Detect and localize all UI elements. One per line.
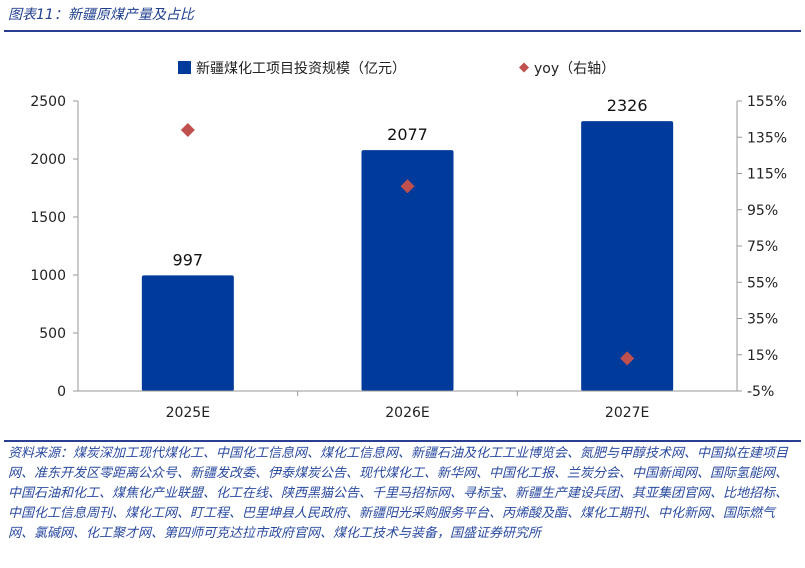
x-tick-label: 2027E [605,405,649,421]
right-tick-label: 115% [747,167,787,183]
right-tick-label: 75% [747,239,778,255]
legend-swatch-yoy [519,62,529,73]
chart-legend: 新疆煤化工项目投资规模（亿元） yoy（右轴） [178,61,615,77]
bar [581,121,674,392]
right-tick-label: 95% [747,203,778,219]
source-rule [4,440,801,442]
left-tick-label: 1000 [30,268,66,284]
left-tick-label: 1500 [30,210,66,226]
yoy-series [180,123,635,366]
bar [141,275,234,391]
left-tick-label: 0 [57,384,66,400]
right-tick-label: 35% [747,312,778,328]
right-tick-label: 55% [747,275,778,291]
yoy-point [180,123,195,137]
bar-data-label: 2077 [387,125,428,144]
bar-data-label: 2326 [607,96,648,115]
legend-label-bar: 新疆煤化工项目投资规模（亿元） [196,61,406,77]
bar-series [141,121,674,392]
figure-title: 图表11：新疆原煤产量及占比 [8,7,194,23]
bar [361,150,454,391]
x-tick-label: 2026E [385,405,429,421]
legend-swatch-bar [178,61,191,74]
figure-source: 资料来源：煤炭深加工现代煤化工、中国化工信息网、煤化工信息网、新疆石油及化工工业… [8,446,789,541]
right-tick-label: -5% [747,384,774,400]
left-tick-label: 2500 [30,94,66,110]
right-tick-label: 155% [747,94,787,110]
left-tick-label: 2000 [30,152,66,168]
right-tick-label: 135% [747,130,787,146]
bar-data-labels: 997 2077 2326 [173,96,648,269]
bar-data-label: 997 [173,250,204,269]
left-tick-label: 500 [39,326,66,342]
chart-axes: 0 500 1000 1500 2000 2500 -5% 15% 35% 55% 75% 95% 11… [30,94,787,421]
yoy-point [400,179,415,194]
x-tick-label: 2025E [166,405,210,421]
yoy-point [620,351,635,366]
chart: 新疆煤化工项目投资规模（亿元） yoy（右轴） 997 2077 2326 0 500 1… [30,61,787,421]
title-rule [4,30,801,32]
right-tick-label: 15% [747,348,778,364]
legend-label-yoy: yoy（右轴） [534,61,615,77]
